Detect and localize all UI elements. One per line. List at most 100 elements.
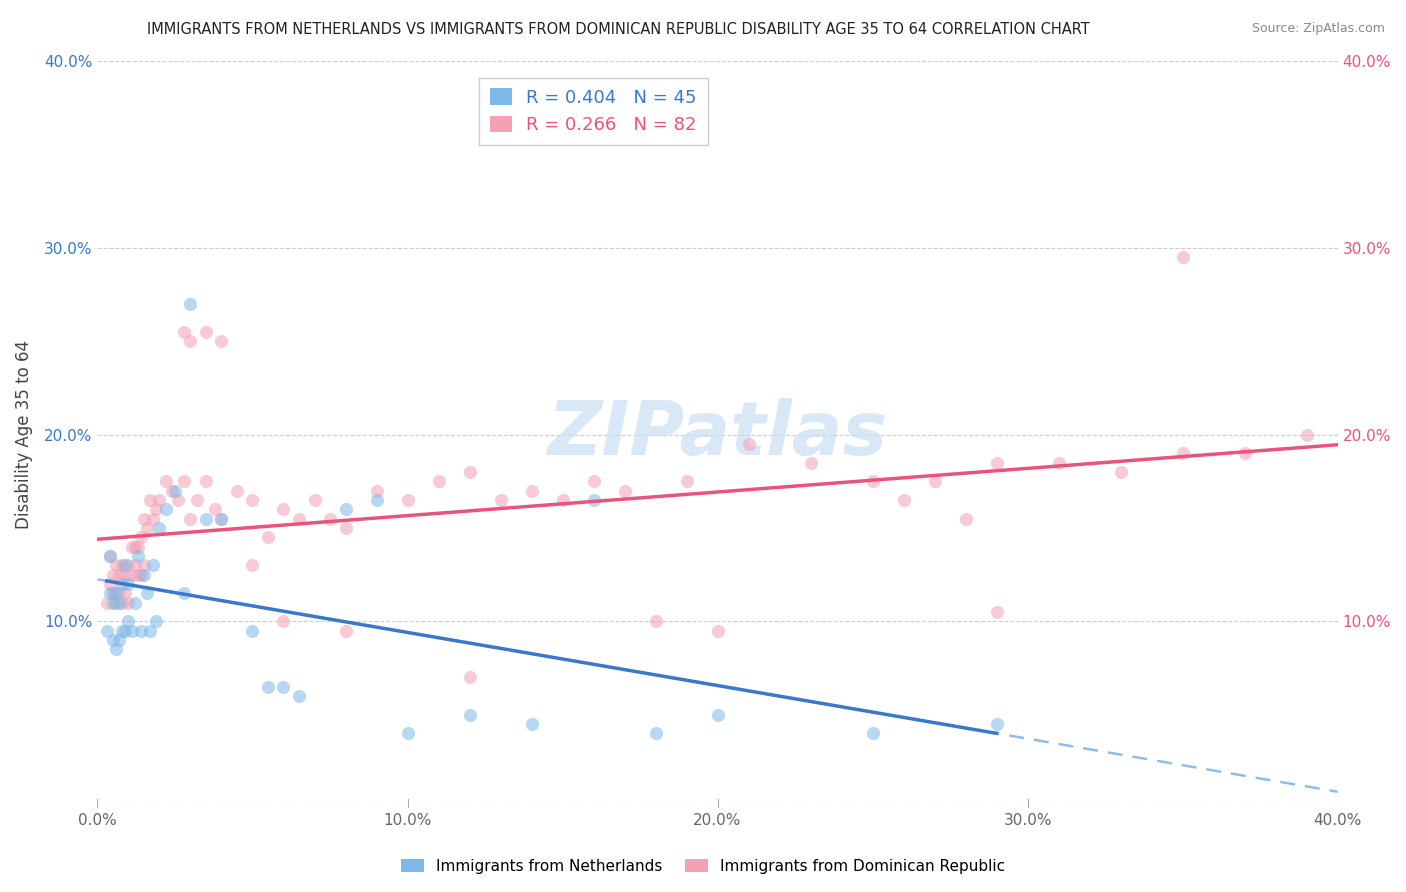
Point: [675, 475, 697, 489]
Point: [117, 615, 139, 629]
Point: [127, 567, 149, 582]
Text: IMMIGRANTS FROM NETHERLANDS VS IMMIGRANTS FROM DOMINICAN REPUBLIC DISABILITY AGE: IMMIGRANTS FROM NETHERLANDS VS IMMIGRANT…: [148, 22, 1090, 37]
Point: [155, 502, 177, 516]
Point: [211, 334, 233, 349]
Point: [458, 670, 481, 684]
Point: [129, 624, 152, 638]
Point: [242, 493, 264, 508]
Point: [520, 717, 543, 731]
Point: [101, 596, 124, 610]
Point: [145, 502, 167, 516]
Point: [127, 549, 149, 563]
Point: [800, 456, 823, 470]
Point: [1047, 456, 1070, 470]
Point: [101, 567, 124, 582]
Point: [117, 577, 139, 591]
Point: [195, 475, 218, 489]
Point: [335, 521, 357, 535]
Point: [167, 493, 190, 508]
Point: [226, 483, 249, 498]
Point: [132, 567, 155, 582]
Point: [257, 680, 280, 694]
Point: [242, 624, 264, 638]
Point: [117, 558, 139, 573]
Point: [862, 726, 884, 740]
Point: [955, 511, 977, 525]
Point: [108, 586, 131, 600]
Point: [489, 493, 512, 508]
Text: Source: ZipAtlas.com: Source: ZipAtlas.com: [1251, 22, 1385, 36]
Point: [613, 483, 636, 498]
Legend: Immigrants from Netherlands, Immigrants from Dominican Republic: Immigrants from Netherlands, Immigrants …: [395, 853, 1011, 880]
Point: [114, 586, 136, 600]
Point: [132, 558, 155, 573]
Legend: R = 0.404   N = 45, R = 0.266   N = 82: R = 0.404 N = 45, R = 0.266 N = 82: [479, 78, 707, 145]
Point: [160, 483, 183, 498]
Point: [111, 624, 134, 638]
Point: [105, 596, 128, 610]
Point: [1295, 427, 1317, 442]
Point: [108, 567, 131, 582]
Point: [458, 707, 481, 722]
Point: [273, 680, 295, 694]
Point: [186, 493, 208, 508]
Point: [124, 540, 146, 554]
Point: [148, 493, 170, 508]
Point: [862, 475, 884, 489]
Point: [1109, 465, 1132, 479]
Point: [139, 624, 162, 638]
Point: [105, 586, 128, 600]
Point: [111, 558, 134, 573]
Point: [211, 511, 233, 525]
Point: [427, 475, 450, 489]
Point: [366, 493, 388, 508]
Point: [173, 475, 195, 489]
Point: [121, 540, 143, 554]
Point: [111, 596, 134, 610]
Point: [706, 707, 728, 722]
Point: [1233, 446, 1256, 460]
Point: [1171, 250, 1194, 264]
Point: [105, 558, 128, 573]
Point: [173, 586, 195, 600]
Point: [155, 475, 177, 489]
Point: [179, 511, 201, 525]
Point: [551, 493, 574, 508]
Point: [129, 530, 152, 544]
Point: [173, 325, 195, 339]
Y-axis label: Disability Age 35 to 64: Disability Age 35 to 64: [15, 340, 32, 529]
Point: [986, 456, 1008, 470]
Point: [335, 502, 357, 516]
Point: [117, 596, 139, 610]
Point: [304, 493, 326, 508]
Point: [127, 540, 149, 554]
Point: [142, 511, 165, 525]
Point: [114, 567, 136, 582]
Point: [1171, 446, 1194, 460]
Point: [101, 633, 124, 648]
Point: [179, 334, 201, 349]
Point: [136, 521, 159, 535]
Point: [195, 325, 218, 339]
Point: [142, 558, 165, 573]
Point: [96, 596, 118, 610]
Point: [335, 624, 357, 638]
Point: [108, 596, 131, 610]
Point: [101, 586, 124, 600]
Point: [204, 502, 226, 516]
Point: [136, 586, 159, 600]
Point: [163, 483, 186, 498]
Point: [98, 549, 121, 563]
Point: [396, 493, 419, 508]
Point: [148, 521, 170, 535]
Point: [396, 726, 419, 740]
Point: [145, 615, 167, 629]
Point: [520, 483, 543, 498]
Point: [986, 605, 1008, 619]
Point: [319, 511, 342, 525]
Point: [114, 558, 136, 573]
Point: [986, 717, 1008, 731]
Point: [108, 633, 131, 648]
Point: [195, 511, 218, 525]
Text: ZIPatlas: ZIPatlas: [547, 398, 887, 471]
